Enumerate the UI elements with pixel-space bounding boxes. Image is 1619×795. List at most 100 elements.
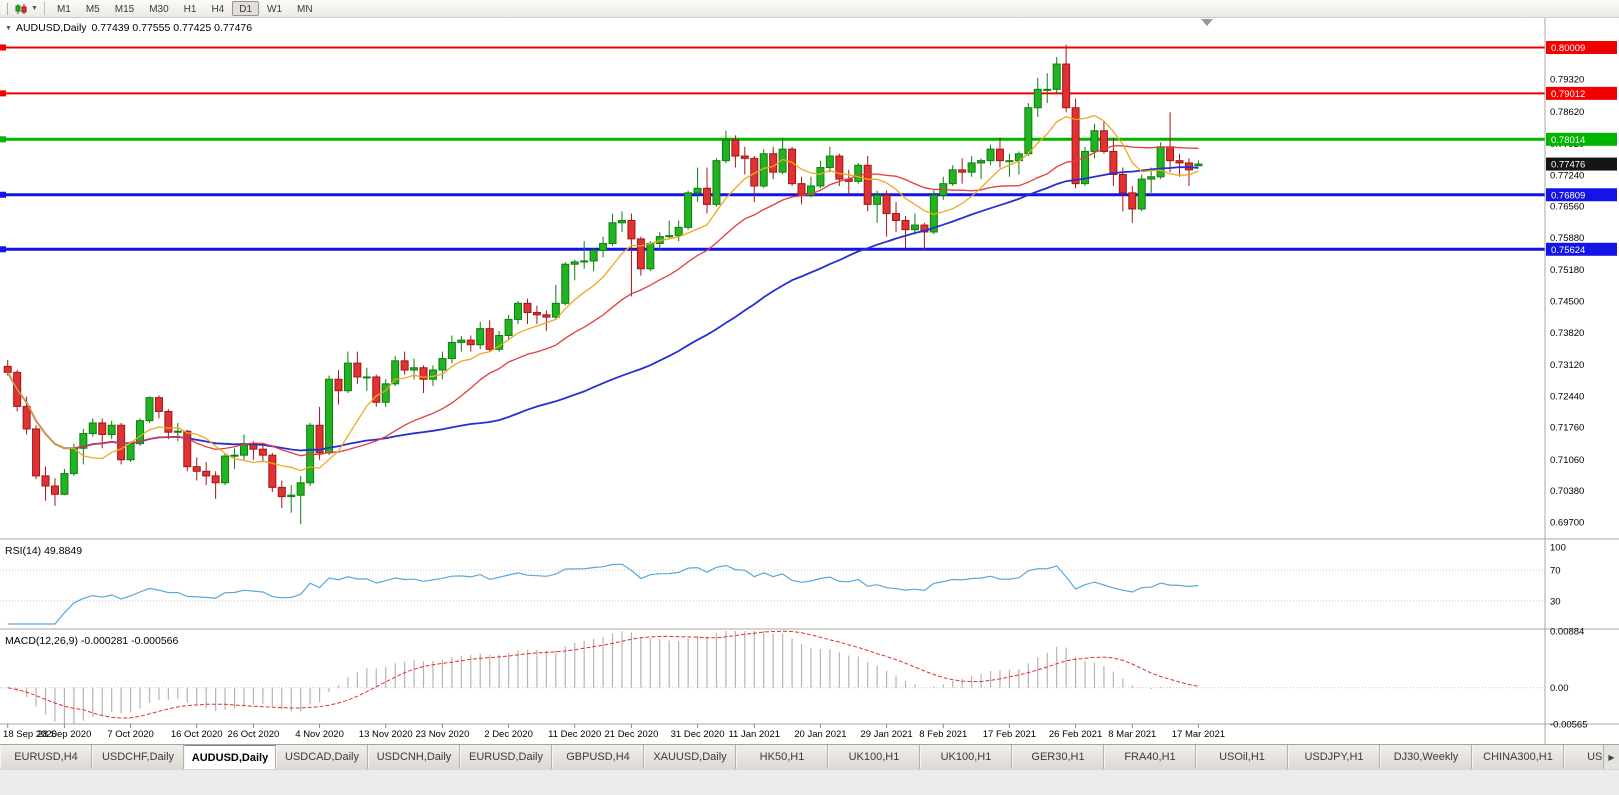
chart-title: ▼ AUDUSD,Daily 0.77439 0.77555 0.77425 0.7…: [5, 22, 252, 34]
macd-histogram: [16, 631, 1200, 724]
time-tick-label: 29 Jan 2021: [860, 729, 912, 740]
chart-tab-gbpusd-h4[interactable]: GBPUSD,H4: [552, 745, 644, 769]
price-tick-label: 0.77240: [1550, 170, 1584, 181]
time-tick-label: 8 Feb 2021: [919, 729, 967, 740]
chart-tab-ger30-h1[interactable]: GER30,H1: [1012, 745, 1104, 769]
timeframe-button-d1[interactable]: D1: [232, 1, 260, 16]
chart-tab-dj30-weekly[interactable]: DJ30,Weekly: [1380, 745, 1472, 769]
timeframe-button-m30[interactable]: M30: [149, 4, 169, 15]
svg-text:0.78014: 0.78014: [1551, 135, 1585, 146]
ohlc-values: 0.77439 0.77555 0.77425 0.77476: [91, 22, 253, 34]
price-tick-label: 0.75880: [1550, 233, 1584, 244]
rsi-tick-label: 70: [1550, 566, 1561, 577]
price-badge-0.75624: 0.75624: [1546, 242, 1617, 256]
chart-tab-audusd-daily[interactable]: AUDUSD,Daily: [184, 745, 276, 769]
timeframe-buttons-group: M1 M5 M15 M30 H1 H4 D1 W1 MN: [50, 1, 320, 16]
macd-indicator-label: MACD(12,26,9) -0.000281 -0.000566: [5, 635, 179, 647]
time-tick-label: 11 Dec 2020: [548, 729, 601, 740]
chart-shift-marker[interactable]: [1201, 19, 1213, 26]
chart-tab-uk100-h1[interactable]: UK100,H1: [828, 745, 920, 769]
price-tick-label: 0.73820: [1550, 328, 1584, 339]
price-tick-label: 0.74500: [1550, 297, 1584, 308]
rsi-line: [7, 563, 1199, 625]
current-price-badge: 0.77476: [1546, 157, 1617, 171]
time-scale-drag-area[interactable]: [0, 724, 1545, 744]
candlestick-glyph: [15, 3, 27, 14]
time-tick-label: 8 Mar 2021: [1108, 729, 1156, 740]
time-tick-label: 2 Dec 2020: [484, 729, 533, 740]
chart-tab-usdchf-daily[interactable]: USDCHF,Daily: [92, 745, 184, 769]
macd-tick-label: -0.00565: [1550, 720, 1588, 731]
tab-scroll-right-icon[interactable]: ▶: [1603, 745, 1619, 769]
line-left-marker[interactable]: [0, 191, 6, 198]
toolbar-separator: [43, 2, 45, 15]
chart-tab-usdcad-daily[interactable]: USDCAD,Daily: [276, 745, 368, 769]
time-tick-label: 11 Jan 2021: [728, 729, 780, 740]
line-left-marker[interactable]: [0, 136, 6, 143]
ma-fast-line: [7, 114, 1199, 472]
price-tick-label: 0.72440: [1550, 391, 1584, 402]
timeframe-button-m1[interactable]: M1: [56, 4, 71, 15]
chart-canvas[interactable]: 0.793200.786200.779200.772400.765600.758…: [0, 18, 1619, 744]
price-tick-label: 0.69700: [1550, 517, 1584, 528]
axes-layer: 0.793200.786200.779200.772400.765600.758…: [0, 18, 1619, 744]
line-left-marker[interactable]: [0, 246, 6, 253]
chart-tab-uk100-h1[interactable]: UK100,H1: [920, 745, 1012, 769]
timeframe-button-w1[interactable]: W1: [267, 4, 283, 15]
time-tick-label: 18 Sep 2020: [3, 729, 57, 740]
timeframe-button-h4[interactable]: H4: [211, 4, 225, 15]
symbol-period-label: AUDUSD,Daily: [15, 22, 87, 34]
chart-area[interactable]: 0.793200.786200.779200.772400.765600.758…: [0, 18, 1619, 744]
chart-tab-usoil-h1[interactable]: USOil,H1: [1196, 745, 1288, 769]
time-tick-label: 26 Oct 2020: [228, 729, 280, 740]
candlestick-chart-icon[interactable]: [12, 1, 30, 17]
chart-tab-eurusd-daily[interactable]: EURUSD,Daily: [460, 745, 552, 769]
macd-signal-line: [7, 630, 1199, 719]
rsi-tick-label: 30: [1550, 596, 1561, 607]
ma-slow-line: [6, 166, 1199, 452]
chart-tab-fra40-h1[interactable]: FRA40,H1: [1104, 745, 1196, 769]
time-tick-label: 21 Dec 2020: [604, 729, 658, 740]
price-tick-label: 0.71060: [1550, 455, 1584, 466]
chart-tab-china300-h1[interactable]: CHINA300,H1: [1472, 745, 1564, 769]
price-badge-0.79012: 0.79012: [1546, 86, 1617, 100]
price-tick-label: 0.70380: [1550, 486, 1584, 497]
price-scale-drag-area[interactable]: [1545, 18, 1619, 724]
line-left-marker[interactable]: [0, 90, 6, 97]
chart-tab-eurusd-h4[interactable]: EURUSD,H4: [0, 745, 92, 769]
bottom-filler: [0, 769, 1619, 795]
svg-text:0.80009: 0.80009: [1551, 43, 1585, 54]
time-tick-label: 4 Nov 2020: [295, 729, 344, 740]
time-tick-label: 17 Mar 2021: [1172, 729, 1225, 740]
timeframe-button-m5[interactable]: M5: [85, 4, 100, 15]
chart-tab-hk50-h1[interactable]: HK50,H1: [736, 745, 828, 769]
macd-tick-label: 0.00884: [1550, 627, 1584, 638]
time-tick-label: 31 Dec 2020: [671, 729, 725, 740]
rsi-indicator-label: RSI(14) 49.8849: [5, 545, 83, 557]
price-tick-label: 0.78620: [1550, 107, 1584, 118]
price-tick-label: 0.71760: [1550, 423, 1584, 434]
svg-text:0.79012: 0.79012: [1551, 89, 1585, 100]
chart-tab-usdjpy-h1[interactable]: USDJPY,H1: [1288, 745, 1380, 769]
timeframe-button-h1[interactable]: H1: [183, 4, 197, 15]
price-tick-label: 0.75180: [1550, 265, 1584, 276]
ma-layer: [6, 114, 1199, 472]
line-left-marker[interactable]: [0, 44, 6, 51]
hlines-layer: [0, 44, 1545, 253]
price-tick-label: 0.79320: [1550, 75, 1584, 86]
timeframe-toolbar: ▼ M1 M5 M15 M30 H1 H4 D1 W1 MN: [0, 0, 1619, 18]
time-tick-label: 13 Nov 2020: [359, 729, 413, 740]
toolbar-grip[interactable]: [3, 2, 8, 15]
timeframe-button-m15[interactable]: M15: [114, 4, 135, 15]
ma-mid-line: [7, 145, 1199, 457]
price-badge-0.76809: 0.76809: [1546, 188, 1617, 202]
svg-text:0.77476: 0.77476: [1551, 160, 1585, 171]
chart-tab-usdcnh-daily[interactable]: USDCNH,Daily: [368, 745, 460, 769]
chart-tab-xauusd-daily[interactable]: XAUUSD,Daily: [644, 745, 736, 769]
price-tick-label: 0.73120: [1550, 360, 1584, 371]
chevron-down-icon[interactable]: ▼: [31, 5, 38, 12]
rsi-layer: [0, 563, 1545, 625]
collapse-triangle-icon[interactable]: ▼: [5, 25, 12, 32]
time-tick-label: 17 Feb 2021: [983, 729, 1036, 740]
timeframe-button-mn[interactable]: MN: [297, 4, 313, 15]
